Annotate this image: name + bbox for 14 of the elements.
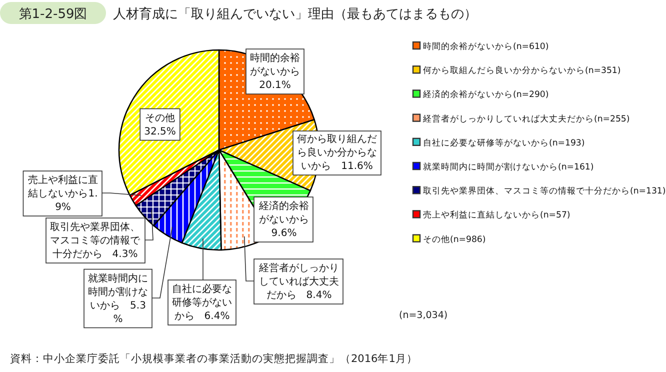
text: 資料：中小企業庁委託「小規模事業者の事業活動の実態把握調査」（2016年1月） (10, 352, 418, 365)
legend-label: 経営者がしっかりしていれば大丈夫だから(n=255) (422, 113, 630, 124)
legend-label: 取引先や業界団体、マスコミ等の情報で十分だから(n=131) (423, 186, 666, 197)
chart-subtitle: 第1-2-59図 (18, 7, 88, 22)
legend-label: 売上や利益に直結しないから(n=57) (423, 210, 570, 221)
legend-label: 経済的余裕がないから(n=290) (422, 89, 549, 100)
legend-label: 就業時間内に時間が割けないから(n=161) (423, 162, 594, 172)
legend-label: 何から取組んだら良いか分からないから(n=351) (423, 65, 621, 76)
data-label: その他32.5% (144, 112, 176, 138)
legend-label: その他(n=986) (423, 234, 486, 245)
text: (n=3,034) (399, 310, 448, 321)
legend-label: 自社に必要な研修等がないから(n=193) (423, 137, 585, 148)
chart-title: 人材育成に「取り組んでいない」理由（最もあてはまるもの） (113, 6, 477, 22)
legend-label: 時間的余裕がないから(n=610) (423, 41, 549, 52)
